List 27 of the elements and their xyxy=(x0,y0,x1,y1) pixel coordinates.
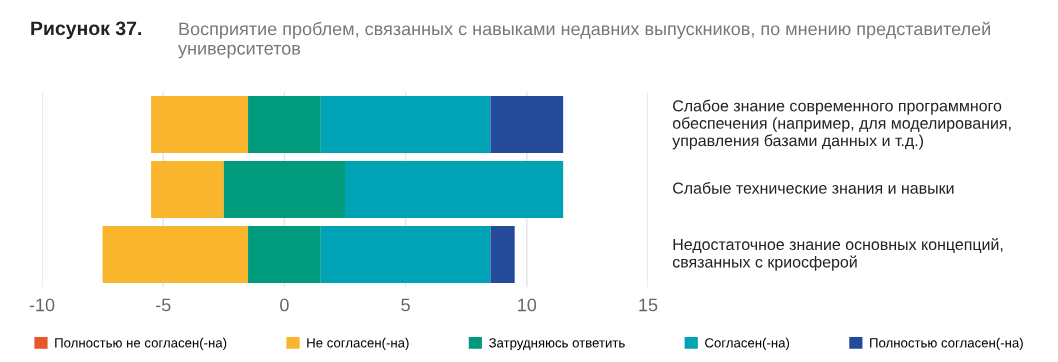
bar xyxy=(345,160,564,219)
bar xyxy=(248,95,321,154)
x-tick-label: 15 xyxy=(639,298,658,312)
bar xyxy=(248,225,321,284)
bar xyxy=(490,225,515,284)
legend-label: Полностью не согласен(-на) xyxy=(55,337,227,351)
x-tick-label: -5 xyxy=(155,298,171,312)
bar xyxy=(151,95,249,154)
bar xyxy=(223,160,345,219)
legend-label: Затрудняюсь ответить xyxy=(488,338,625,351)
chart-title: Рисунок 37. xyxy=(31,21,141,40)
bar xyxy=(320,95,491,154)
bar xyxy=(490,95,564,154)
x-tick-label: 5 xyxy=(401,298,410,312)
y-tick-label: Слабые технические знания и навыки xyxy=(673,181,954,194)
legend-label: Согласен(-на) xyxy=(705,337,790,351)
legend-label: Полностью согласен(-на) xyxy=(870,337,1023,351)
x-tick-label: 0 xyxy=(280,298,289,312)
bar xyxy=(102,225,249,284)
y-tick-label: Недостаточное знание основных концепций, связанных с криосферой xyxy=(672,238,1003,271)
bar xyxy=(320,225,491,284)
x-tick-label: -10 xyxy=(29,298,55,312)
x-tick-label: 10 xyxy=(518,298,537,312)
chart-subtitle: Восприятие проблем, связанных с навыками недавних выпускников, по мнению представителей университетов xyxy=(178,21,990,59)
bar xyxy=(151,160,224,219)
y-tick-label: Слабое знание современного программного обеспечения (например, для моделирования, управления базами данных и т.д.) xyxy=(672,99,1011,150)
legend-label: Не согласен(-на) xyxy=(307,337,409,351)
